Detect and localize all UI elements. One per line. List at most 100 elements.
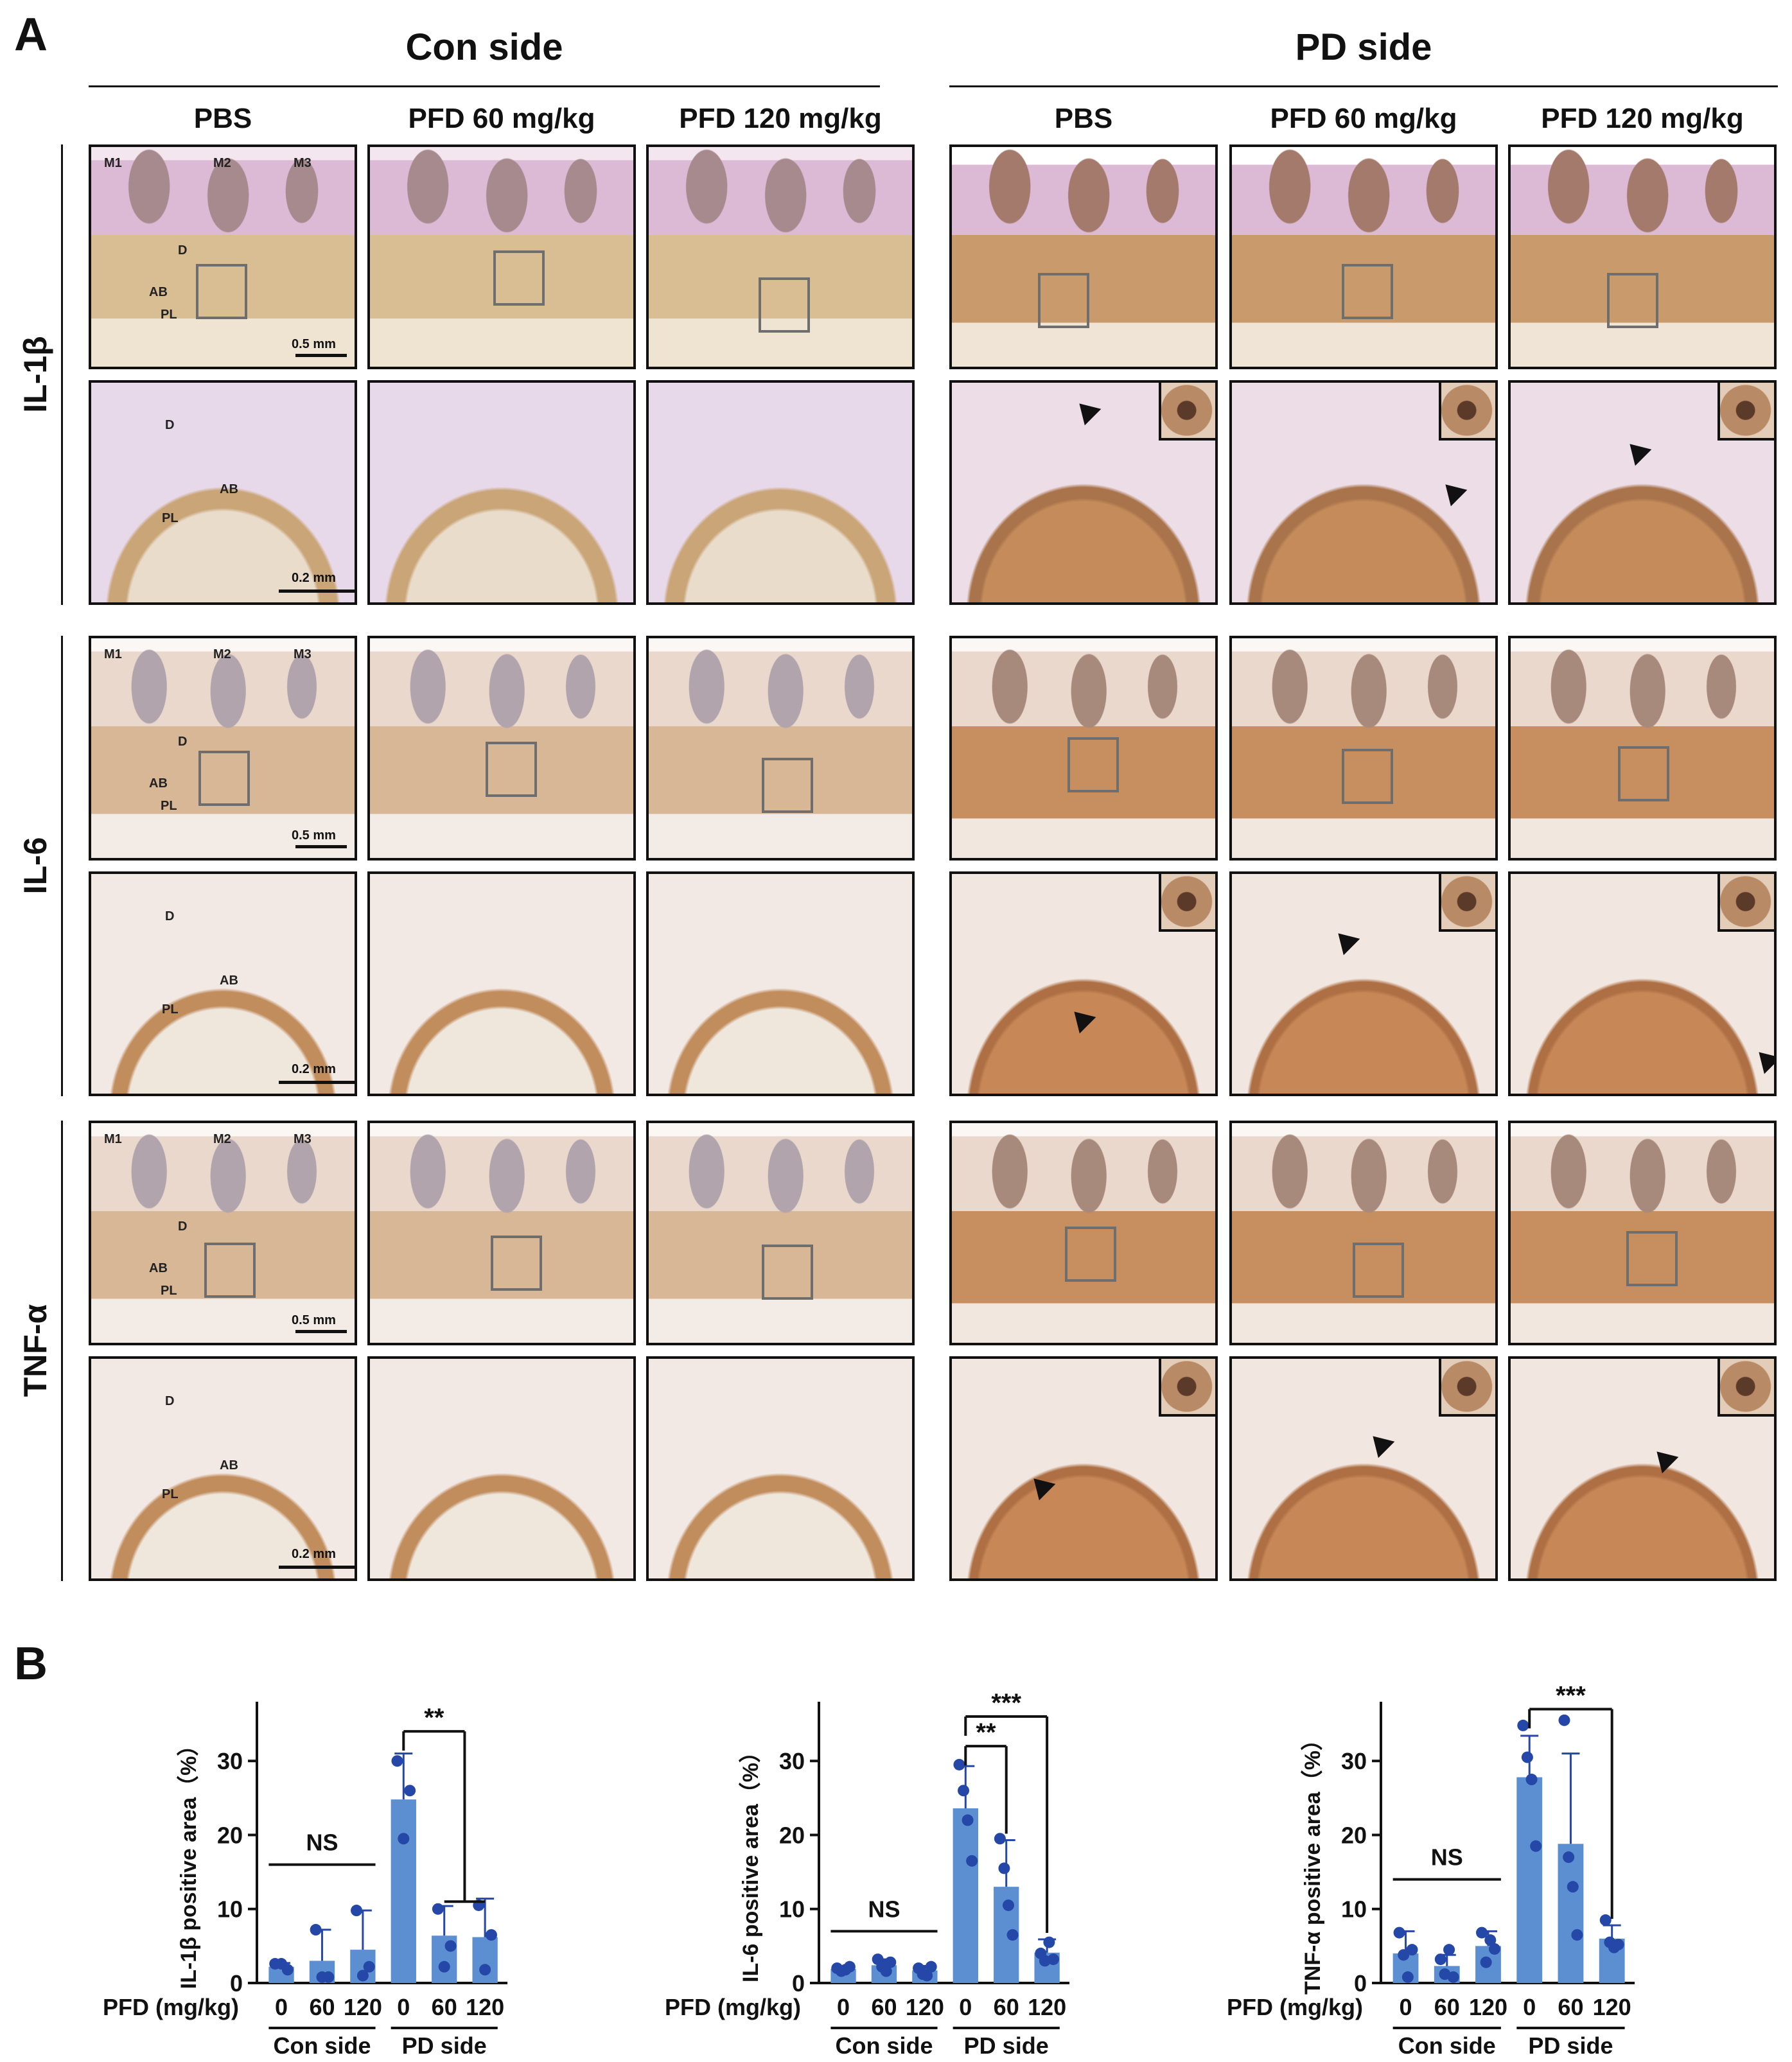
data-point bbox=[1434, 1953, 1446, 1966]
x-tick-label: 120 bbox=[906, 1994, 944, 2020]
x-tick-label: 60 bbox=[309, 1994, 335, 2020]
group-label-con: Con side bbox=[835, 2032, 933, 2059]
scale-bar-overview bbox=[295, 845, 347, 848]
row-rule-tnf bbox=[61, 1121, 63, 1581]
data-point bbox=[479, 1964, 491, 1976]
micrograph-il1b-zoom-con-0: D AB PL 0.2 mm bbox=[89, 380, 357, 605]
scale-label-zoom: 0.2 mm bbox=[292, 571, 336, 585]
x-tick-label: 60 bbox=[432, 1994, 457, 2020]
data-point bbox=[281, 1964, 294, 1976]
y-tick-label: 30 bbox=[779, 1748, 805, 1774]
micrograph-tnf-zoom-pd-2 bbox=[1508, 1356, 1777, 1581]
y-tick-label: 10 bbox=[779, 1896, 805, 1923]
tissue-label-d: D bbox=[178, 1219, 188, 1234]
data-point bbox=[485, 1929, 497, 1941]
data-point bbox=[1599, 1914, 1612, 1927]
y-tick-label: 0 bbox=[1354, 1970, 1367, 1996]
y-axis-label: IL-1β positive area（%） bbox=[176, 1734, 201, 1989]
cell-inset bbox=[1717, 874, 1774, 932]
data-point bbox=[356, 1970, 369, 1982]
data-point bbox=[998, 1862, 1010, 1874]
group-label-con: Con side bbox=[273, 2032, 371, 2059]
group-label-pd: PD side bbox=[1528, 2032, 1613, 2059]
data-point bbox=[921, 1970, 933, 1982]
significance-label: *** bbox=[991, 1689, 1021, 1717]
tooth-label-m2: M2 bbox=[213, 1132, 231, 1146]
bar bbox=[953, 1808, 978, 1983]
y-tick-label: 20 bbox=[217, 1822, 243, 1848]
x-axis-title: PFD (mg/kg) bbox=[1227, 1994, 1363, 2020]
column-label-pd-2: PFD 120 mg/kg bbox=[1541, 103, 1744, 134]
x-tick-label: 60 bbox=[994, 1994, 1019, 2020]
data-point bbox=[958, 1785, 970, 1797]
significance-label: *** bbox=[1556, 1682, 1586, 1710]
tissue-label-pl: PL bbox=[162, 1487, 179, 1501]
y-tick-label: 10 bbox=[217, 1896, 243, 1923]
region-of-interest-box bbox=[1353, 1242, 1405, 1298]
data-point bbox=[1443, 1944, 1455, 1956]
cell-inset bbox=[1717, 1359, 1774, 1417]
cell-inset bbox=[1439, 383, 1495, 441]
significance-label-ns: NS bbox=[868, 1896, 900, 1922]
con-side-title: Con side bbox=[405, 26, 563, 68]
micrograph-tnf-overview-pd-1 bbox=[1229, 1121, 1498, 1345]
data-point bbox=[322, 1971, 335, 1983]
cell-inset bbox=[1439, 1359, 1495, 1417]
x-tick-label: 0 bbox=[959, 1994, 972, 2020]
region-of-interest-box bbox=[1342, 748, 1394, 804]
scale-label-overview: 0.5 mm bbox=[292, 1313, 336, 1327]
x-tick-label: 0 bbox=[1400, 1994, 1412, 2020]
x-tick-label: 120 bbox=[1028, 1994, 1066, 2020]
data-point bbox=[391, 1755, 403, 1767]
micrograph-tnf-overview-con-2 bbox=[646, 1121, 915, 1345]
tooth-label-m3: M3 bbox=[294, 647, 312, 661]
x-tick-label: 60 bbox=[1558, 1994, 1583, 2020]
micrograph-il1b-overview-con-1 bbox=[367, 144, 636, 369]
data-point bbox=[398, 1833, 410, 1845]
data-point bbox=[1006, 1929, 1019, 1941]
micrograph-il1b-overview-pd-2 bbox=[1508, 144, 1777, 369]
x-axis-title: PFD (mg/kg) bbox=[103, 1994, 239, 2020]
tissue-label-pl: PL bbox=[161, 308, 177, 322]
cell-inset bbox=[1159, 383, 1215, 441]
data-point bbox=[310, 1924, 322, 1936]
region-of-interest-box bbox=[1607, 273, 1659, 328]
tissue-label-d: D bbox=[165, 1394, 175, 1408]
micrograph-tnf-overview-con-0: M1 M2 M3 D AB PL 0.5 mm bbox=[89, 1121, 357, 1345]
scale-label-zoom: 0.2 mm bbox=[292, 1547, 336, 1561]
group-label-con: Con side bbox=[1398, 2032, 1496, 2059]
x-tick-label: 120 bbox=[1469, 1994, 1507, 2020]
micrograph-tnf-overview-pd-0 bbox=[949, 1121, 1218, 1345]
data-point bbox=[925, 1961, 937, 1973]
data-point bbox=[1002, 1899, 1014, 1911]
column-label-con-1: PFD 60 mg/kg bbox=[408, 103, 595, 134]
x-tick-label: 120 bbox=[466, 1994, 504, 2020]
micrograph-il1b-zoom-con-2 bbox=[646, 380, 915, 605]
tissue-label-d: D bbox=[165, 418, 175, 432]
region-of-interest-box bbox=[204, 1242, 256, 1298]
significance-label: ** bbox=[424, 1704, 444, 1732]
micrograph-il6-overview-con-2 bbox=[646, 636, 915, 861]
cell-inset bbox=[1159, 874, 1215, 932]
region-of-interest-box bbox=[761, 757, 813, 813]
y-axis-label: TNF-α positive area（%） bbox=[1300, 1729, 1325, 1995]
y-tick-label: 20 bbox=[1341, 1822, 1367, 1848]
scale-bar-zoom bbox=[279, 590, 355, 593]
region-of-interest-box bbox=[485, 742, 537, 797]
data-point bbox=[966, 1855, 978, 1867]
y-tick-label: 0 bbox=[230, 1970, 243, 1996]
tooth-label-m3: M3 bbox=[294, 156, 312, 170]
micrograph-il6-zoom-con-0: D AB PL 0.2 mm bbox=[89, 871, 357, 1096]
micrograph-il1b-overview-pd-1 bbox=[1229, 144, 1498, 369]
data-point bbox=[1447, 1971, 1459, 1983]
micrograph-tnf-overview-con-1 bbox=[367, 1121, 636, 1345]
tissue-label-pl: PL bbox=[162, 511, 179, 525]
scale-bar-overview bbox=[295, 354, 347, 357]
micrograph-tnf-zoom-pd-0 bbox=[949, 1356, 1218, 1581]
region-of-interest-box bbox=[493, 250, 545, 306]
group-label-pd: PD side bbox=[964, 2032, 1049, 2059]
scale-label-overview: 0.5 mm bbox=[292, 337, 336, 351]
micrograph-il1b-zoom-con-1 bbox=[367, 380, 636, 605]
y-tick-label: 30 bbox=[1341, 1748, 1367, 1774]
